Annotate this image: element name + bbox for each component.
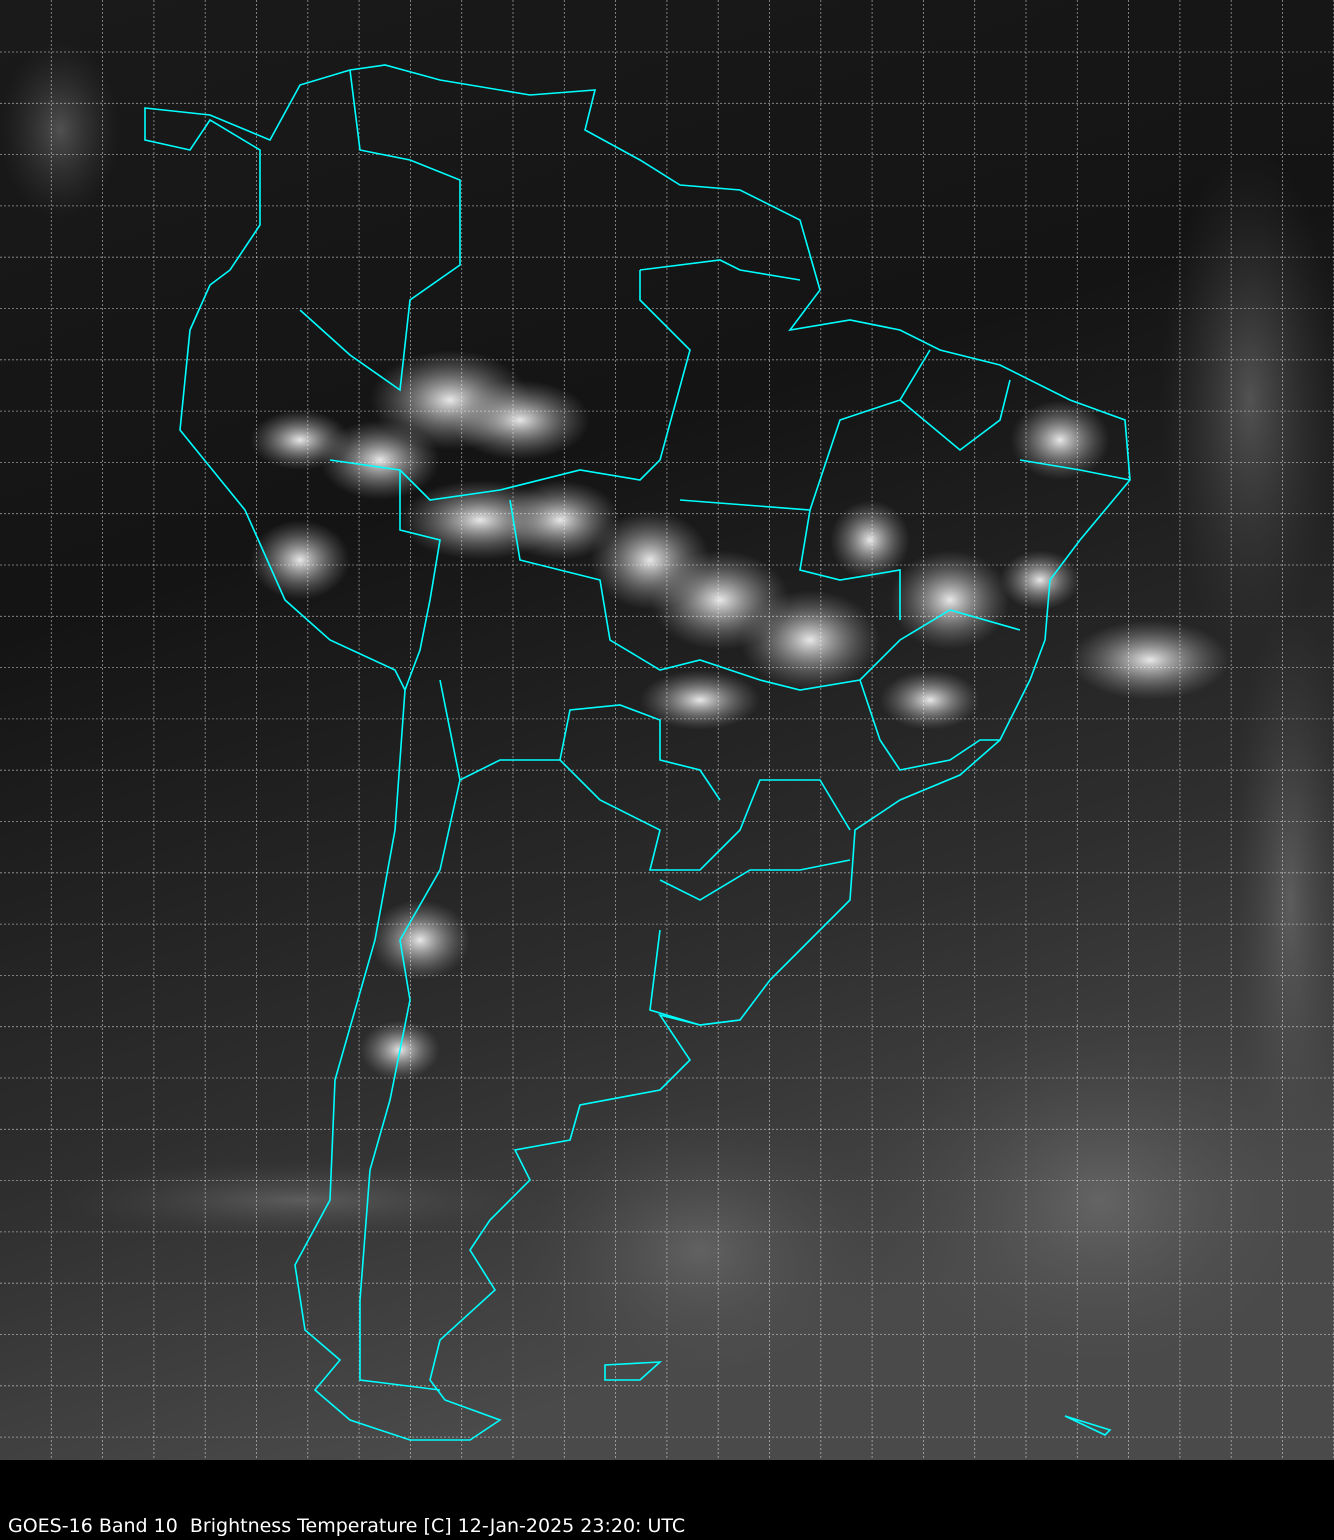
- cloud-mass: [880, 670, 980, 730]
- political-border: [679, 349, 931, 511]
- cloud-mass: [1160, 150, 1334, 650]
- cloud-mass: [50, 1160, 550, 1240]
- political-border: [359, 779, 461, 1391]
- cloud-mass: [640, 670, 760, 730]
- political-border: [299, 69, 461, 392]
- cloud-mass: [250, 520, 350, 600]
- cloud-mass: [1000, 550, 1080, 610]
- political-border: [439, 679, 721, 801]
- cloud-mass: [450, 380, 590, 460]
- cloud-mass: [500, 1100, 900, 1400]
- political-border: [559, 759, 851, 871]
- coastline: [144, 64, 1131, 1441]
- country-borders: [144, 64, 1131, 1441]
- cloud-mass: [370, 900, 470, 980]
- falkland-islands-outline: [604, 1361, 663, 1381]
- cloud-mass: [850, 1000, 1334, 1400]
- cloud-mass: [500, 480, 620, 560]
- political-border: [329, 270, 691, 501]
- cloud-mass: [740, 590, 880, 690]
- political-border: [639, 259, 801, 281]
- cloud-mass: [320, 420, 440, 500]
- political-border: [659, 859, 851, 901]
- political-border: [1019, 459, 1131, 481]
- political-border: [859, 679, 1000, 771]
- political-border: [399, 470, 441, 691]
- cloud-mass: [1070, 620, 1230, 700]
- political-border: [799, 509, 901, 620]
- image-caption: GOES-16 Band 10 Brightness Temperature […: [8, 1515, 686, 1537]
- political-border: [649, 929, 741, 1026]
- cloud-mass: [830, 500, 910, 580]
- cloud-mass: [1010, 400, 1110, 480]
- cloud-layer: [0, 40, 1334, 1400]
- south-georgia-outline: [1064, 1415, 1112, 1436]
- satellite-image: [0, 0, 1334, 1460]
- political-border: [899, 379, 1011, 452]
- lat-lon-grid: [0, 0, 1334, 1460]
- political-border: [509, 499, 1021, 691]
- cloud-mass: [890, 550, 1010, 650]
- cloud-mass: [0, 40, 120, 220]
